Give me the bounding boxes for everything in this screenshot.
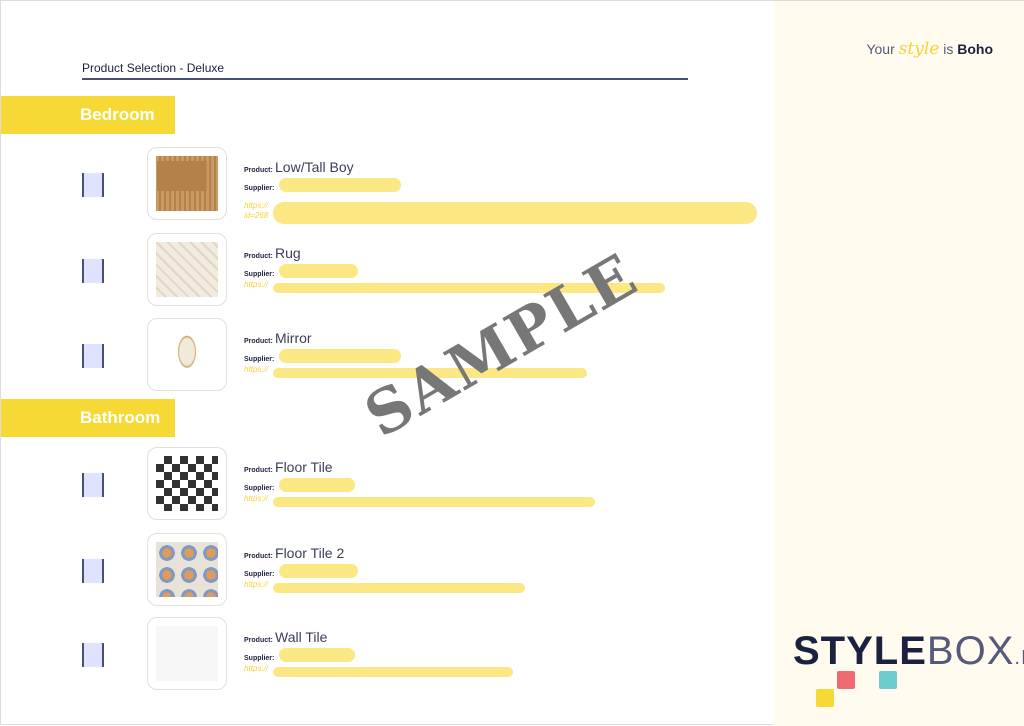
url-redacted bbox=[273, 583, 525, 593]
supplier-redacted bbox=[279, 648, 355, 662]
product-url[interactable]: https:// bbox=[244, 280, 269, 289]
product-image bbox=[147, 447, 227, 520]
supplier-label: Supplier: bbox=[244, 655, 275, 662]
product-checkbox[interactable] bbox=[82, 173, 104, 197]
tagline-mid: is bbox=[943, 41, 954, 57]
section-header-bedroom: Bedroom bbox=[1, 96, 175, 134]
product-name: Mirror bbox=[275, 330, 312, 346]
product-label: Product: bbox=[244, 167, 273, 174]
supplier-redacted bbox=[279, 264, 358, 278]
logo-square-teal bbox=[879, 671, 897, 689]
product-url[interactable]: https:// bbox=[244, 494, 269, 503]
supplier-label: Supplier: bbox=[244, 485, 275, 492]
product-label: Product: bbox=[244, 637, 273, 644]
product-label: Product: bbox=[244, 467, 273, 474]
title-divider bbox=[82, 78, 688, 80]
product-label: Product: bbox=[244, 553, 273, 560]
logo-bold: STYLE bbox=[793, 629, 927, 673]
tagline: Your style is Boho bbox=[866, 39, 993, 59]
product-name: Floor Tile bbox=[275, 459, 333, 475]
product-url-extra: id=268 bbox=[244, 211, 269, 220]
page-title: Product Selection - Deluxe bbox=[82, 61, 225, 75]
product-label: Product: bbox=[244, 253, 273, 260]
supplier-redacted bbox=[279, 178, 401, 192]
product-checkbox[interactable] bbox=[82, 344, 104, 368]
product-name: Low/Tall Boy bbox=[275, 159, 354, 175]
url-redacted bbox=[273, 368, 587, 378]
product-url[interactable]: https:// bbox=[244, 664, 269, 673]
product-name: Rug bbox=[275, 245, 301, 261]
product-checkbox[interactable] bbox=[82, 559, 104, 583]
logo-square-pink bbox=[837, 671, 855, 689]
tagline-prefix: Your bbox=[866, 41, 895, 57]
logo-light: BOX bbox=[926, 629, 1015, 673]
product-name: Wall Tile bbox=[275, 629, 328, 645]
product-name: Floor Tile 2 bbox=[275, 545, 345, 561]
product-image bbox=[147, 147, 227, 220]
sidebar-panel bbox=[774, 1, 1024, 726]
section-header-bathroom: Bathroom bbox=[1, 399, 175, 437]
supplier-redacted bbox=[279, 478, 355, 492]
url-redacted bbox=[273, 497, 595, 507]
tagline-style: style bbox=[898, 39, 940, 59]
product-image bbox=[147, 318, 227, 391]
product-image bbox=[147, 617, 227, 690]
supplier-label: Supplier: bbox=[244, 271, 275, 278]
product-checkbox[interactable] bbox=[82, 473, 104, 497]
url-redacted bbox=[273, 202, 757, 224]
supplier-redacted bbox=[279, 349, 401, 363]
supplier-label: Supplier: bbox=[244, 356, 275, 363]
product-image bbox=[147, 533, 227, 606]
supplier-redacted bbox=[279, 564, 358, 578]
tagline-style-name: Boho bbox=[957, 41, 993, 57]
url-redacted bbox=[273, 667, 513, 677]
url-redacted bbox=[273, 283, 665, 293]
product-image bbox=[147, 233, 227, 306]
logo-square-yellow bbox=[816, 689, 834, 707]
supplier-label: Supplier: bbox=[244, 185, 275, 192]
product-url[interactable]: https:// bbox=[244, 201, 269, 210]
product-url[interactable]: https:// bbox=[244, 365, 269, 374]
logo-suffix: .ID bbox=[1014, 647, 1024, 669]
product-url[interactable]: https:// bbox=[244, 580, 269, 589]
product-checkbox[interactable] bbox=[82, 259, 104, 283]
supplier-label: Supplier: bbox=[244, 571, 275, 578]
stylebox-logo: STYLEBOX.ID bbox=[793, 629, 1024, 674]
product-checkbox[interactable] bbox=[82, 643, 104, 667]
product-label: Product: bbox=[244, 338, 273, 345]
